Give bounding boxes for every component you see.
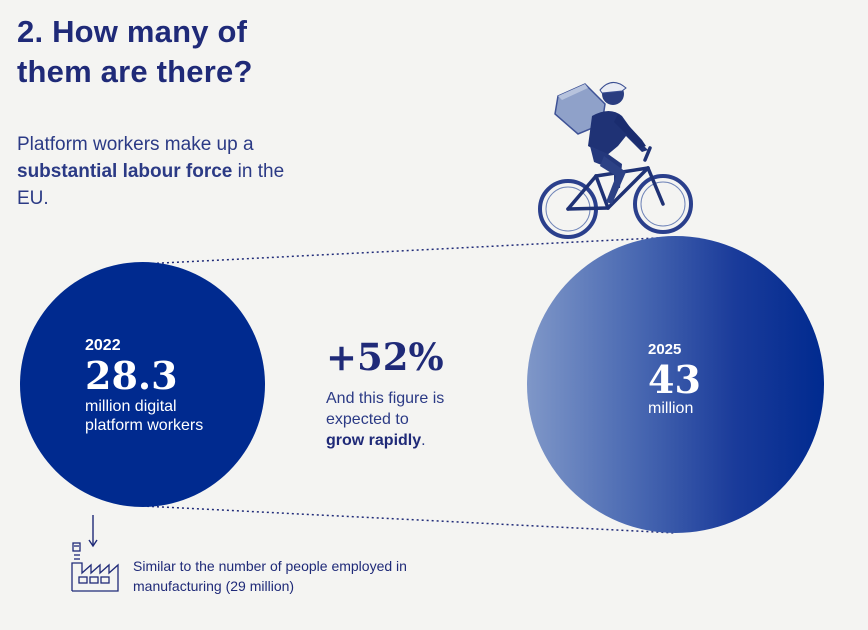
description-2022: million digital platform workers <box>85 398 204 434</box>
growth-emphasis: grow rapidly <box>326 432 422 449</box>
circle-2022-text: 2022 28.3 million digital platform worke… <box>85 337 225 435</box>
unit-2025: million <box>648 400 694 417</box>
factory-icon <box>71 515 119 592</box>
growth-percent: +52% <box>326 335 444 379</box>
intro-emphasis: substantial labour force <box>17 161 233 182</box>
circle-2025-text: 2025 43 million <box>648 341 701 418</box>
year-2025: 2025 <box>648 341 682 358</box>
circle-2022 <box>20 262 265 507</box>
bottom-dotted-line <box>141 505 676 534</box>
intro-before: Platform workers make up a <box>17 134 254 155</box>
page-title: 2. How many of them are there? <box>17 12 253 92</box>
year-2022: 2022 <box>85 337 121 354</box>
manufacturing-note: Similar to the number of people employed… <box>133 558 407 594</box>
title-line-1: 2. How many of <box>17 14 248 49</box>
intro-after: in the EU. <box>17 161 285 209</box>
circle-2025 <box>527 236 824 533</box>
value-2025: 43 <box>648 357 701 402</box>
growth-text-before: And this figure is expected to <box>326 390 445 428</box>
growth-text-after: . <box>421 432 426 449</box>
growth-description: And this figure is expected to grow rapi… <box>326 388 451 451</box>
title-line-2: them are there? <box>17 54 253 89</box>
intro-text: Platform workers make up a substantial l… <box>17 131 317 212</box>
growth-block: +52% And this figure is expected to grow… <box>326 336 451 451</box>
top-dotted-line <box>141 236 676 265</box>
cyclist-delivery-icon <box>538 82 693 239</box>
value-2022: 28.3 <box>85 353 178 398</box>
